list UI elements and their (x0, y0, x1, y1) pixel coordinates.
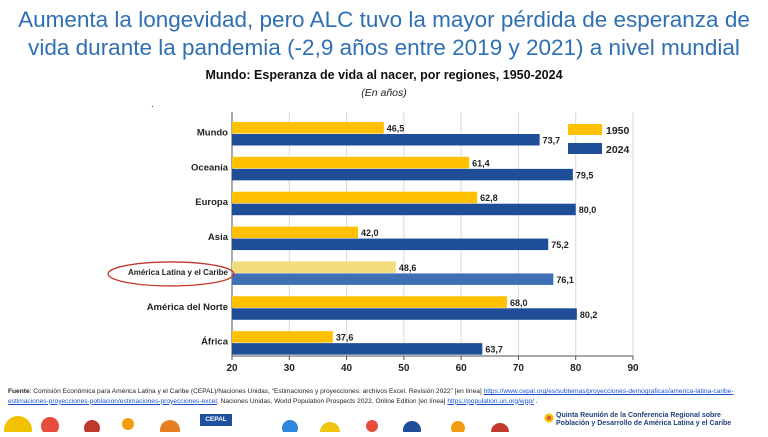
stray-dot: . (151, 99, 154, 110)
bar-1950 (232, 331, 333, 343)
data-label: 46,5 (387, 124, 405, 134)
source-label: Fuente (8, 388, 30, 395)
data-label: 62,8 (480, 193, 498, 203)
bar-1950 (232, 296, 507, 308)
cepal-logo: CEPAL (200, 414, 232, 426)
bar-chart: 20 30 40 50 60 70 80 90 Mundo 46,5 73,7 Oceanía 61,4… (107, 112, 639, 374)
data-label: 80,0 (579, 205, 597, 215)
category-label: África (201, 337, 229, 348)
bar-2024 (232, 238, 549, 251)
footer-band (0, 408, 768, 437)
source-link-cepal[interactable]: https://www.cepal.org/es/subtemas/proyec… (8, 388, 734, 405)
conference-line-2: Población y Desarrollo de América Latina… (556, 420, 732, 427)
source-text-3: . (533, 397, 538, 405)
data-label: 61,4 (472, 158, 490, 168)
category-label: Mundo (197, 128, 228, 139)
data-label: 73,7 (543, 136, 561, 146)
data-label: 48,6 (399, 263, 417, 273)
conference-line-1: Quinta Reunión de la Conferencia Regiona… (556, 412, 721, 419)
data-label: 80,2 (580, 310, 598, 320)
bar-2024 (232, 203, 576, 216)
bar-2024 (232, 168, 573, 181)
source-note: Fuente: Comisión Económica para América … (8, 387, 760, 406)
legend-label-2024: 2024 (606, 144, 630, 156)
x-tick-label: 90 (627, 363, 639, 374)
category-label: Asia (208, 232, 229, 243)
bar-2024 (232, 308, 577, 320)
x-tick-label: 50 (398, 363, 410, 374)
legend-swatch-1950 (568, 124, 602, 135)
category-label: América del Norte (147, 302, 228, 313)
legend-swatch-2024 (568, 143, 602, 154)
data-label: 42,0 (361, 228, 379, 238)
x-tick-label: 40 (341, 363, 353, 374)
bar-2024 (232, 273, 554, 285)
bar-1950 (232, 261, 396, 273)
bar-1950 (232, 156, 470, 169)
bar-1950 (232, 191, 478, 204)
highlight-circle (107, 261, 235, 287)
bar-1950 (232, 226, 359, 239)
x-tick-label: 70 (513, 363, 525, 374)
x-tick-label: 60 (456, 363, 468, 374)
source-link-un[interactable]: https://population.un.org/wpp/ (447, 397, 534, 405)
chart-subtitle: (En años) (361, 87, 407, 99)
data-label: 75,2 (551, 240, 569, 250)
data-label: 68,0 (510, 298, 528, 308)
data-label: 76,1 (556, 275, 574, 285)
bar-2024 (232, 134, 540, 146)
data-label: 79,5 (576, 170, 594, 180)
source-text-2: ; Naciones Unidas, World Population Pros… (216, 397, 448, 405)
category-label: Oceanía (191, 162, 229, 173)
chart-title: Mundo: Esperanza de vida al nacer, por r… (205, 68, 563, 82)
slide-title: Aumenta la longevidad, pero ALC tuvo la … (18, 7, 750, 60)
conference-name: Quinta Reunión de la Conferencia Regiona… (556, 412, 731, 428)
category-label: América Latina y el Caribe (128, 268, 229, 277)
bar-1950 (232, 122, 384, 134)
data-label: 63,7 (485, 345, 503, 355)
data-label: 37,6 (336, 333, 354, 343)
bar-2024 (232, 343, 483, 355)
legend-label-1950: 1950 (606, 125, 630, 137)
category-label: Europa (195, 197, 228, 208)
source-text-1: : Comisión Económica para América Latina… (29, 388, 484, 395)
x-tick-label: 20 (226, 363, 238, 374)
conference-logo-icon (544, 413, 554, 423)
x-tick-label: 80 (570, 363, 582, 374)
x-tick-label: 30 (284, 363, 296, 374)
